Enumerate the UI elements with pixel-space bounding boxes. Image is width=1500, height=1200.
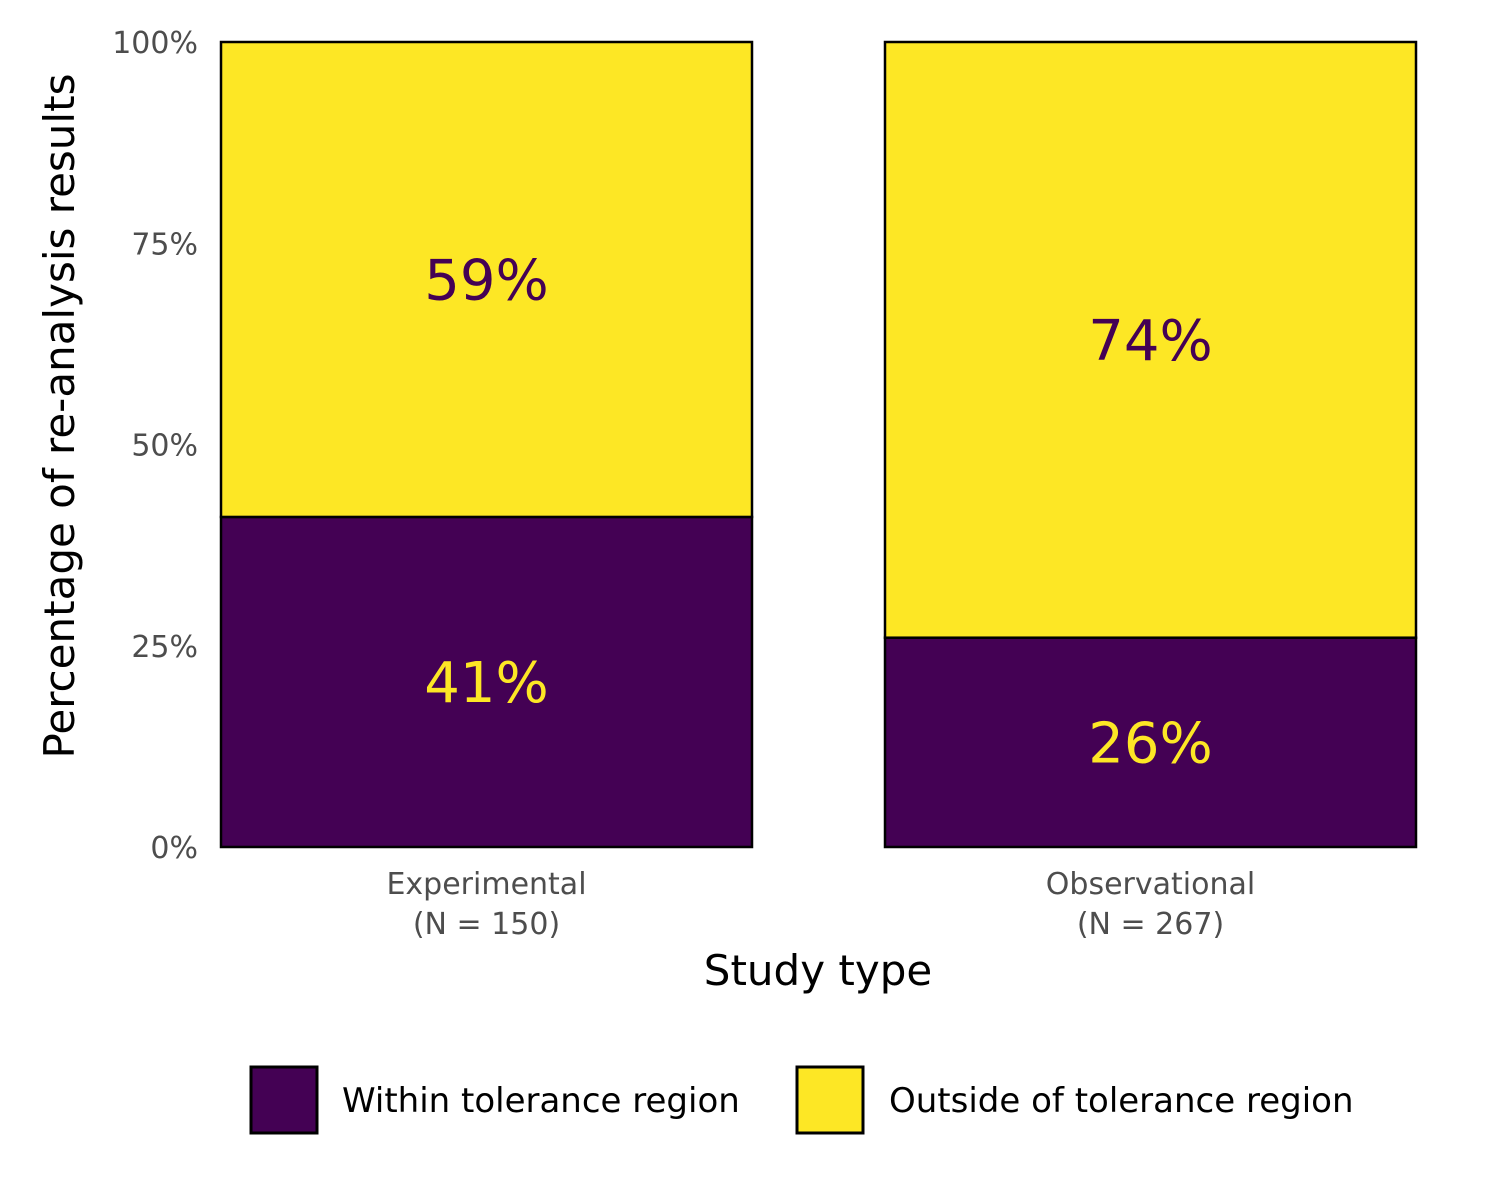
bar-segments: [219, 40, 1418, 849]
bar-data-label: 41%: [424, 651, 548, 716]
legend: Within tolerance region Outside of tolera…: [249, 1065, 1354, 1135]
y-tick-label: 50%: [131, 429, 198, 464]
y-tick-label: 0%: [150, 831, 198, 866]
x-tick-sample-size: (N = 267): [1077, 907, 1224, 942]
legend-label: Within tolerance region: [342, 1081, 740, 1121]
x-axis-ticks: Experimental (N = 150) Observational (N = 2…: [386, 867, 1255, 942]
y-axis-title: Percentage of re-analysis results: [35, 74, 84, 759]
bar-segment: [883, 40, 1418, 639]
bar-data-label: 59%: [424, 248, 548, 313]
legend-key: [795, 1065, 865, 1135]
bar-data-label: 74%: [1088, 309, 1212, 374]
bar-segment: [219, 515, 754, 849]
x-tick-sample-size: (N = 150): [413, 907, 560, 942]
x-tick-label: Experimental: [386, 867, 586, 902]
x-axis-title: Study type: [704, 946, 932, 995]
y-axis-ticks: 0% 25% 50% 75% 100%: [112, 26, 198, 866]
bar-data-label: 26%: [1088, 711, 1212, 776]
legend-key: [249, 1065, 319, 1135]
y-tick-label: 75%: [131, 227, 198, 262]
y-tick-label: 25%: [131, 630, 198, 665]
bar-segment: [219, 40, 754, 519]
x-tick-label: Observational: [1046, 867, 1255, 902]
y-tick-label: 100%: [112, 26, 198, 61]
bar-data-labels: 41% 59% 26% 74%: [424, 248, 1212, 776]
legend-label: Outside of tolerance region: [889, 1081, 1354, 1121]
